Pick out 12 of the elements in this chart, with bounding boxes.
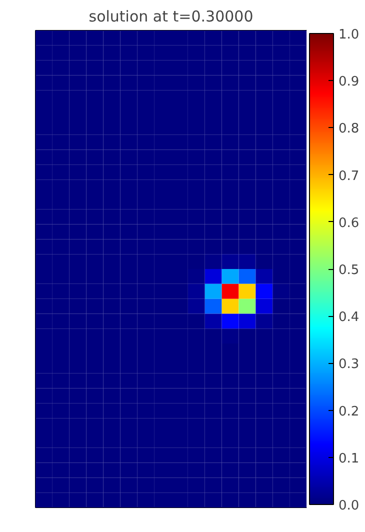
color-bar-label: 0.2 <box>338 404 360 420</box>
color-bar-label: 0.4 <box>338 310 360 326</box>
color-bar-label: 0.7 <box>338 168 360 184</box>
color-bar-label: 0.1 <box>338 451 360 466</box>
color-bar-label: 0.3 <box>338 357 360 372</box>
color-bar-label: 0.9 <box>338 74 360 90</box>
color-bar-label: 0.5 <box>338 263 360 278</box>
color-bar-label: 0.8 <box>338 122 360 137</box>
chart-title: solution at t=0.30000 <box>88 8 254 26</box>
color-bar-label: 0.6 <box>338 216 360 231</box>
color-bar-label: 0.0 <box>338 498 360 514</box>
color-bar-label: 1.0 <box>338 28 360 42</box>
